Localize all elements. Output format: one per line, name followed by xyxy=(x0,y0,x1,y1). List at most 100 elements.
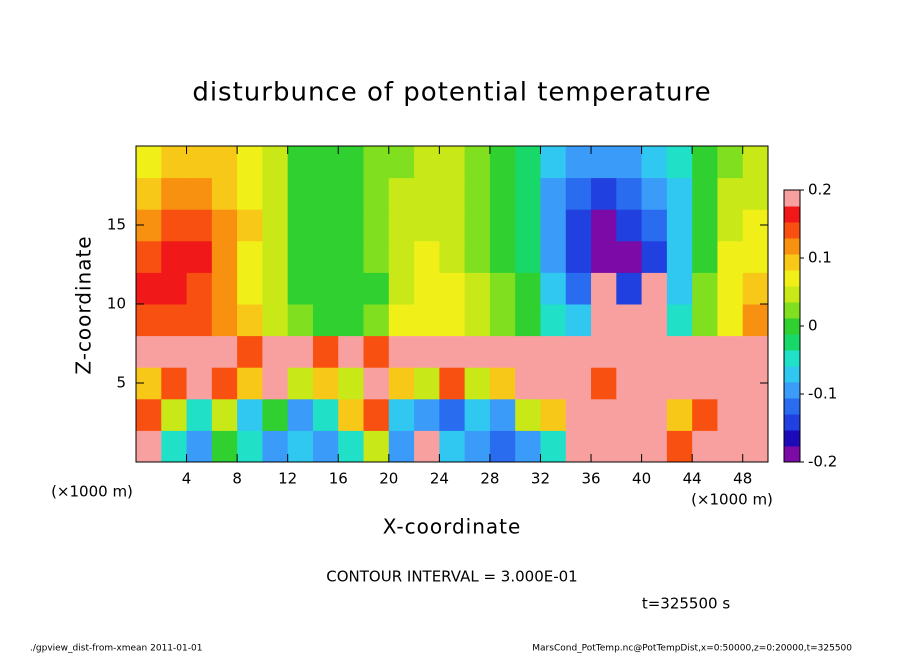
heat-cell xyxy=(692,272,718,305)
heat-cell xyxy=(136,146,162,179)
heat-cell xyxy=(565,430,592,463)
heat-cell xyxy=(591,335,617,368)
heat-cell xyxy=(388,304,415,337)
colorbar-swatch xyxy=(784,366,800,383)
x-tick-label: 24 xyxy=(430,470,449,488)
heat-cell xyxy=(136,177,162,210)
x-unit-label: (×1000 m) xyxy=(51,483,133,501)
heat-cell xyxy=(692,177,718,210)
heat-cell xyxy=(338,272,365,305)
heat-cell xyxy=(439,398,466,431)
colorbar-swatch xyxy=(784,446,800,463)
heat-cell xyxy=(312,209,339,242)
x-tick-label: 20 xyxy=(379,470,398,488)
heat-cell xyxy=(515,240,541,273)
heat-cell xyxy=(565,146,592,179)
heat-cell xyxy=(464,430,491,463)
heat-cell xyxy=(565,177,592,210)
heat-cell xyxy=(237,177,263,210)
heat-cell xyxy=(262,209,289,242)
heat-cell xyxy=(414,430,440,463)
heat-cell xyxy=(565,304,592,337)
heat-cell xyxy=(312,367,339,400)
heat-cell xyxy=(616,272,643,305)
y-tick-label: 10 xyxy=(107,295,126,313)
heat-cell xyxy=(161,177,188,210)
heat-cell xyxy=(338,177,365,210)
heat-cell xyxy=(312,272,339,305)
heat-cell xyxy=(161,146,188,179)
heat-cell xyxy=(211,272,238,305)
heat-cell xyxy=(211,335,238,368)
heat-cell xyxy=(287,304,314,337)
heat-cell xyxy=(591,177,617,210)
x-tick-label: 44 xyxy=(683,470,702,488)
colorbar-swatch xyxy=(784,238,800,255)
heat-cell xyxy=(616,367,643,400)
heat-cell xyxy=(363,430,390,463)
heat-cell xyxy=(464,240,491,273)
heat-cell xyxy=(616,146,643,179)
heat-cell xyxy=(540,398,567,431)
heat-cell xyxy=(742,146,769,179)
heat-cell xyxy=(641,209,668,242)
colorbar-tick-label: -0.2 xyxy=(808,453,837,471)
heat-cell xyxy=(211,367,238,400)
heat-cell xyxy=(717,146,744,179)
heat-cell xyxy=(388,367,415,400)
heat-cell xyxy=(186,335,213,368)
heat-cell xyxy=(591,272,617,305)
footer: MarsCond_PotTemp.nc@PotTempDist,x=0:5000… xyxy=(532,644,852,654)
chart-title: disturbunce of potential temperature xyxy=(192,78,711,108)
heat-cell xyxy=(312,430,339,463)
heat-cell xyxy=(540,430,567,463)
heat-cell xyxy=(186,430,213,463)
heat-cell xyxy=(540,304,567,337)
x-tick-label: 28 xyxy=(480,470,499,488)
heat-cell xyxy=(717,240,744,273)
heat-cell xyxy=(666,304,693,337)
heat-cell xyxy=(692,304,718,337)
heat-cell xyxy=(262,240,289,273)
colorbar-swatch xyxy=(784,350,800,367)
heat-cell xyxy=(464,335,491,368)
heat-cell xyxy=(489,367,516,400)
heat-cell xyxy=(666,430,693,463)
heat-cell xyxy=(136,398,162,431)
heat-cell xyxy=(363,367,390,400)
heat-cell xyxy=(489,304,516,337)
heat-cell xyxy=(489,177,516,210)
x-tick-label: 36 xyxy=(581,470,600,488)
heat-cell xyxy=(489,398,516,431)
heat-cell xyxy=(742,240,769,273)
heat-cell xyxy=(338,367,365,400)
heat-cell xyxy=(414,272,440,305)
heat-cell xyxy=(414,367,440,400)
heat-cell xyxy=(161,335,188,368)
heat-cell xyxy=(136,240,162,273)
heat-cell xyxy=(363,272,390,305)
colorbar-swatch xyxy=(784,318,800,335)
heat-cell xyxy=(363,146,390,179)
heat-cell xyxy=(742,304,769,337)
heat-cell xyxy=(641,304,668,337)
heat-cell xyxy=(742,430,769,463)
heat-cell xyxy=(641,398,668,431)
heat-cell xyxy=(338,430,365,463)
heat-cell xyxy=(641,335,668,368)
heat-cell xyxy=(136,430,162,463)
heat-cell xyxy=(287,240,314,273)
heat-cell xyxy=(565,209,592,242)
colorbar-swatch xyxy=(784,430,800,447)
heat-cell xyxy=(515,177,541,210)
heat-cell xyxy=(312,240,339,273)
heat-cell xyxy=(540,367,567,400)
heat-cell xyxy=(692,209,718,242)
heat-cell xyxy=(666,272,693,305)
heat-cell xyxy=(363,335,390,368)
heat-cell xyxy=(211,430,238,463)
heat-cell xyxy=(287,177,314,210)
y-axis-label: Z-coordinate xyxy=(72,235,96,374)
heat-cell xyxy=(414,240,440,273)
